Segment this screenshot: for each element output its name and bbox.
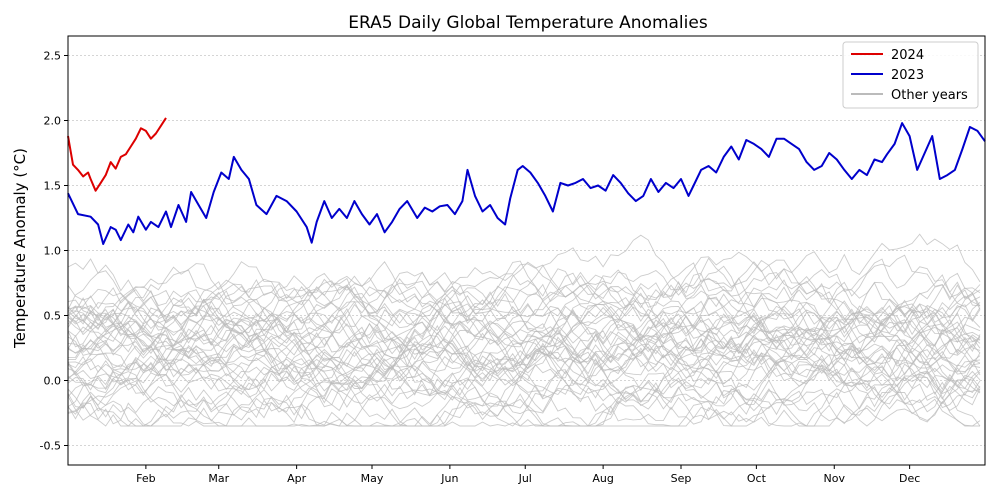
chart-title: ERA5 Daily Global Temperature Anomalies [348,13,708,33]
other-year-line [67,289,981,355]
series-line-2023 [67,122,986,245]
legend-label: 2023 [891,68,924,83]
other-year-line [67,270,981,367]
x-tick-label: Oct [747,472,767,485]
x-tick-label: Nov [824,472,846,485]
other-year-line [67,326,981,396]
legend-box [842,41,979,109]
x-tick-label: Aug [592,472,613,485]
y-tick-label: 0.5 [44,310,62,323]
x-tick-label: Apr [287,472,307,485]
other-year-line [67,261,981,342]
other-year-line [67,296,981,387]
other-year-line [67,261,981,351]
y-tick-label: 1.0 [44,245,62,258]
series-line-2024 [67,117,167,192]
other-year-line [67,345,981,427]
other-year-line [67,300,981,367]
x-tick-label: Feb [136,472,155,485]
y-tick-label: 2.0 [44,115,62,128]
other-year-line [67,353,981,427]
highlighted-series [67,117,986,245]
y-tick-label: 2.5 [44,50,62,63]
legend-label: Other years [891,88,968,103]
other-year-line [67,361,981,427]
y-tick-label: 1.5 [44,180,62,193]
y-tick-label: 0.0 [44,375,62,388]
other-year-line [67,254,981,326]
y-axis-label: Temperature Anomaly (°C) [11,148,29,349]
other-years-lines [67,233,981,427]
axes: -0.5 0.0 0.5 1.0 1.5 2.0 2.5 Feb Mar Apr May Jun Jul… [40,50,921,486]
other-year-line [67,319,981,387]
x-tick-label: May [361,472,384,485]
legend-label: 2024 [891,48,924,63]
x-tick-label: Mar [208,472,229,485]
other-year-line [67,354,981,427]
other-year-line [67,261,981,339]
other-year-line [67,303,981,383]
x-tick-label: Dec [899,472,920,485]
other-year-line [67,284,981,391]
other-year-line [67,233,981,322]
other-year-line [67,283,981,382]
legend: 2024 2023 Other years [842,41,979,109]
other-year-line [67,295,981,406]
other-year-line [67,272,981,381]
x-tick-label: Jun [440,472,458,485]
y-tick-label: -0.5 [40,440,61,453]
other-year-line [67,325,981,424]
other-year-line [67,323,981,416]
other-year-line [67,251,981,333]
other-year-line [67,272,981,348]
x-tick-label: Sep [671,472,692,485]
x-tick-label: Jul [518,472,532,485]
